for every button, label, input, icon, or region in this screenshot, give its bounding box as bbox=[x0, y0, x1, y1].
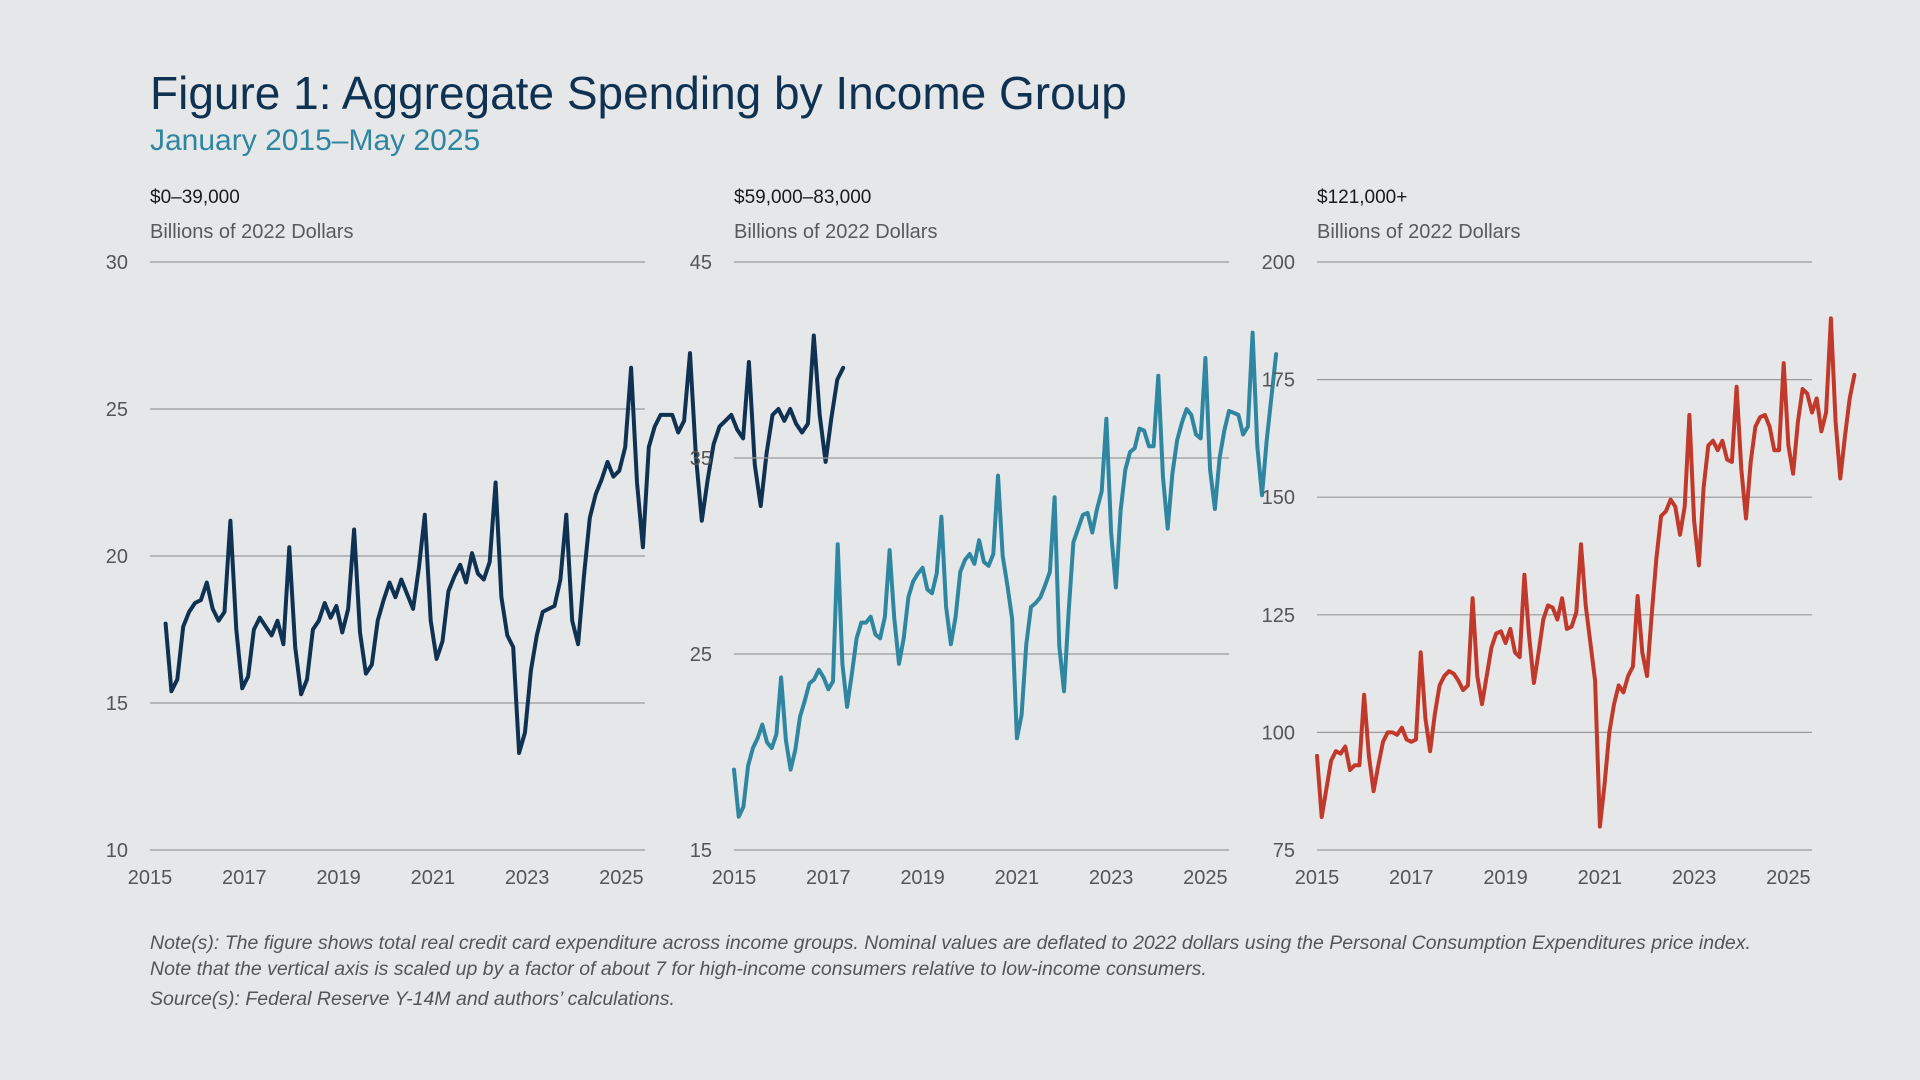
x-tick-label: 2015 bbox=[1295, 867, 1340, 889]
series-line bbox=[163, 333, 846, 755]
y-tick-label: 35 bbox=[690, 448, 712, 470]
panel-title: $121,000+ bbox=[1317, 187, 1407, 208]
y-tick-label: 15 bbox=[106, 693, 128, 715]
y-tick-label: 45 bbox=[690, 252, 712, 274]
x-tick-label: 2015 bbox=[128, 867, 173, 889]
x-tick-label: 2025 bbox=[1766, 867, 1811, 889]
y-tick-label: 175 bbox=[1262, 370, 1295, 392]
figure-subtitle: January 2015–May 2025 bbox=[150, 124, 481, 157]
x-tick-label: 2023 bbox=[505, 867, 550, 889]
y-tick-label: 100 bbox=[1262, 722, 1295, 744]
x-tick-label: 2025 bbox=[599, 867, 644, 889]
y-tick-label: 125 bbox=[1262, 605, 1295, 627]
x-tick-label: 2023 bbox=[1089, 867, 1134, 889]
y-tick-label: 30 bbox=[106, 252, 128, 274]
x-tick-label: 2019 bbox=[900, 867, 945, 889]
y-tick-label: 15 bbox=[690, 840, 712, 862]
series-line bbox=[732, 330, 1279, 819]
y-tick-label: 150 bbox=[1262, 487, 1295, 509]
y-tick-label: 20 bbox=[106, 546, 128, 568]
x-tick-label: 2021 bbox=[995, 867, 1040, 889]
x-tick-label: 2025 bbox=[1183, 867, 1228, 889]
x-tick-label: 2017 bbox=[222, 867, 267, 889]
y-tick-label: 75 bbox=[1273, 840, 1295, 862]
x-tick-label: 2021 bbox=[1578, 867, 1623, 889]
figure-title: Figure 1: Aggregate Spending by Income G… bbox=[150, 67, 1127, 119]
x-tick-label: 2021 bbox=[411, 867, 456, 889]
y-tick-label: 25 bbox=[690, 644, 712, 666]
y-axis-unit-label: Billions of 2022 Dollars bbox=[150, 221, 353, 243]
panel-title: $59,000–83,000 bbox=[734, 187, 871, 208]
panel-title: $0–39,000 bbox=[150, 187, 240, 208]
y-axis-unit-label: Billions of 2022 Dollars bbox=[734, 221, 937, 243]
y-tick-label: 10 bbox=[106, 840, 128, 862]
chart-panel-3: $121,000+ Billions of 2022 Dollars 75 100 12… bbox=[1262, 187, 1857, 889]
note-text: Note(s): The figure shows total real cre… bbox=[150, 932, 1751, 980]
figure-notes: Note(s): The figure shows total real cre… bbox=[150, 930, 1790, 1012]
y-axis-unit-label: Billions of 2022 Dollars bbox=[1317, 221, 1520, 243]
x-tick-label: 2019 bbox=[316, 867, 361, 889]
y-tick-label: 200 bbox=[1262, 252, 1295, 274]
x-tick-label: 2017 bbox=[806, 867, 851, 889]
x-tick-label: 2023 bbox=[1672, 867, 1717, 889]
y-tick-label: 25 bbox=[106, 399, 128, 421]
x-tick-label: 2019 bbox=[1483, 867, 1528, 889]
source-text: Source(s): Federal Reserve Y-14M and aut… bbox=[150, 988, 675, 1010]
x-tick-label: 2017 bbox=[1389, 867, 1434, 889]
chart-panel-2: $59,000–83,000 Billions of 2022 Dollars 15… bbox=[690, 187, 1279, 889]
x-tick-label: 2015 bbox=[712, 867, 757, 889]
series-line bbox=[1315, 316, 1857, 829]
